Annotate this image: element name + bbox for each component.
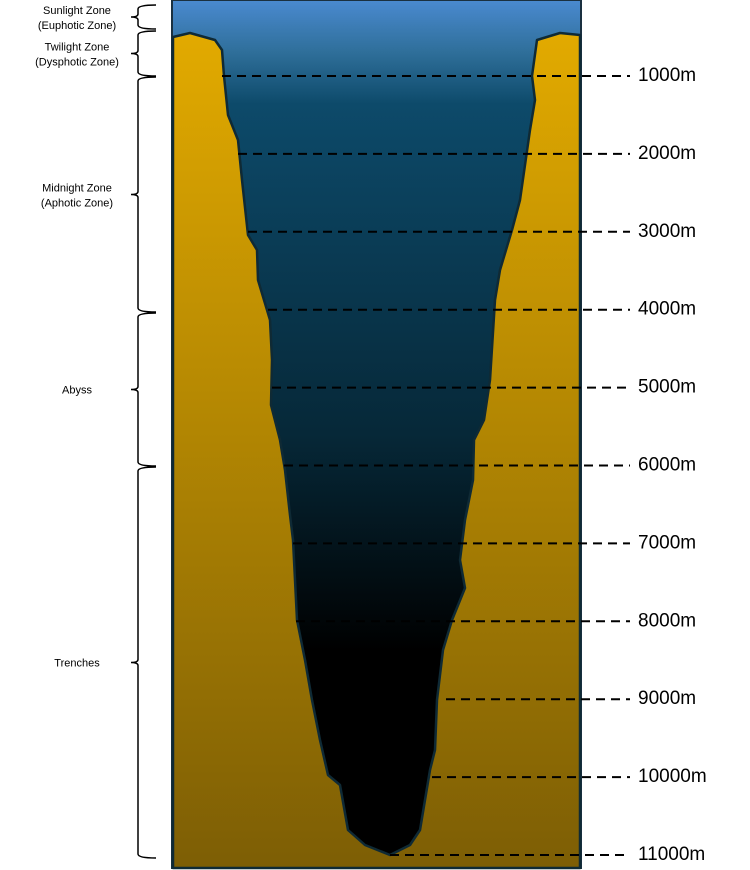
depth-label: 4000m [638, 299, 696, 320]
brace [130, 76, 157, 313]
depth-label: 5000m [638, 377, 696, 398]
zone-name: Twilight Zone [45, 42, 110, 54]
brace [130, 4, 157, 30]
depth-label: 6000m [638, 455, 696, 476]
zone-subtitle: (Dysphotic Zone) [35, 57, 119, 69]
zone-subtitle: (Aphotic Zone) [41, 198, 113, 210]
zone-name: Sunlight Zone [43, 5, 111, 17]
zone-name: Trenches [54, 658, 100, 670]
depth-label: 2000m [638, 143, 696, 164]
zone-subtitle: (Euphotic Zone) [38, 20, 116, 32]
depth-label: 10000m [638, 766, 707, 787]
seafloor [171, 31, 582, 870]
zone-name: Abyss [62, 385, 92, 397]
depth-label: 9000m [638, 688, 696, 709]
brace [130, 466, 157, 859]
depth-label: 11000m [638, 844, 705, 865]
zone-name: Midnight Zone [42, 183, 112, 195]
depth-label: 7000m [638, 532, 696, 553]
depth-label: 3000m [638, 221, 696, 242]
brace [130, 30, 157, 77]
depth-label: 8000m [638, 610, 696, 631]
brace [130, 312, 157, 467]
depth-label: 1000m [638, 65, 696, 86]
